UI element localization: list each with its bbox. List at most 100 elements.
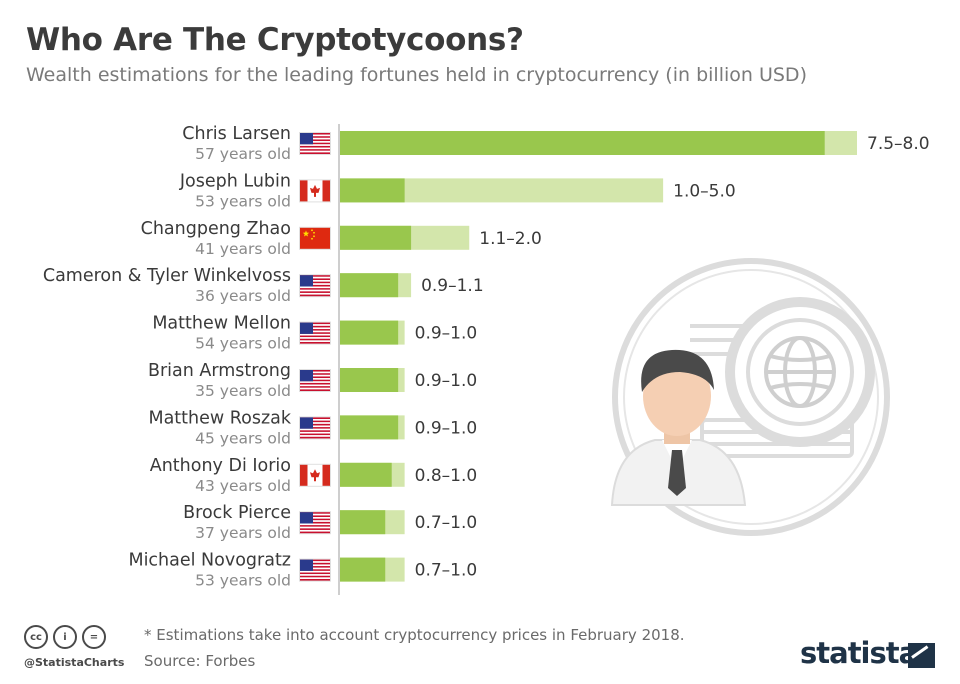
flag-stripe <box>300 330 330 333</box>
flag-stripe <box>300 430 330 432</box>
chart-title: Who Are The Cryptotycoons? <box>26 22 524 58</box>
flag-stripe <box>300 523 330 526</box>
flag-stripe <box>300 337 330 339</box>
flag-us-icon <box>299 416 331 440</box>
flag-stripe <box>300 561 330 563</box>
flag-stripe <box>300 374 330 377</box>
flag-stripe <box>300 278 330 281</box>
flag-stripe <box>300 286 330 289</box>
age-label: 53 years old <box>195 572 291 590</box>
flag-stripe <box>300 292 330 295</box>
flag-stripe <box>300 145 330 148</box>
flag-stripe <box>300 142 330 145</box>
flag-us-icon <box>299 511 331 535</box>
flag-stripe <box>300 281 330 284</box>
flag-stripe <box>300 384 330 387</box>
flag-stripe <box>300 562 330 565</box>
flag-stripe <box>300 283 330 285</box>
flag-stripe <box>300 435 330 437</box>
age-label: 41 years old <box>195 240 291 258</box>
flag-stripe <box>300 294 330 297</box>
flag-stripe <box>300 417 330 420</box>
flag-stripe <box>300 566 330 568</box>
license-icons: cc i = <box>24 625 106 649</box>
flag-stripe <box>300 381 330 383</box>
source-note: Source: Forbes <box>144 652 256 670</box>
category-label: Anthony Di Iorio <box>150 456 291 476</box>
age-label: 57 years old <box>195 145 291 163</box>
statista-logo[interactable]: statista <box>800 636 918 670</box>
flag-canton <box>300 133 313 145</box>
flag-small-star-icon <box>313 231 315 234</box>
data-label: 0.7–1.0 <box>415 561 478 581</box>
flag-stripe <box>300 276 330 279</box>
data-label: 1.0–5.0 <box>673 181 736 201</box>
flag-stripe <box>300 333 330 336</box>
flag-stripe <box>300 569 330 571</box>
flag-stripe <box>300 577 330 579</box>
flag-stripe <box>300 528 330 530</box>
flag-canton <box>300 275 313 287</box>
flag-stripe <box>300 324 330 326</box>
flag-stripe <box>300 341 330 344</box>
age-label: 36 years old <box>195 287 291 305</box>
flag-us-icon <box>299 369 331 392</box>
flag-stripe <box>300 376 330 379</box>
flag-band-right <box>322 464 330 486</box>
category-label: Matthew Mellon <box>152 314 291 334</box>
flag-stripe <box>300 422 330 424</box>
flag-stripe <box>300 515 330 518</box>
age-label: 43 years old <box>195 477 291 495</box>
flag-stripe <box>300 371 330 374</box>
flag-stripe <box>300 512 330 514</box>
twitter-handle: @StatistaCharts <box>24 656 125 669</box>
flag-stripe <box>300 152 330 154</box>
category-label: Chris Larsen <box>182 124 291 144</box>
flag-band-right <box>322 180 330 202</box>
flag-stripe <box>300 513 330 516</box>
flag-ca-icon <box>299 179 331 203</box>
flag-stripe <box>300 338 330 341</box>
flag-stripe <box>300 525 330 527</box>
data-label: 0.9–1.0 <box>415 324 478 344</box>
data-label: 0.9–1.0 <box>415 418 478 438</box>
flag-stripe <box>300 325 330 328</box>
category-label: Changpeng Zhao <box>141 219 291 239</box>
flag-stripe <box>300 431 330 434</box>
flag-ca-icon <box>299 463 331 487</box>
flag-us-icon <box>299 132 331 155</box>
flag-stripe <box>300 144 330 146</box>
flag-stripe <box>300 520 330 522</box>
age-label: 54 years old <box>195 335 291 353</box>
bar-low <box>340 557 386 582</box>
category-label: Brock Pierce <box>183 503 291 523</box>
flag-stripe <box>300 518 330 521</box>
age-label: 37 years old <box>195 524 291 542</box>
bar-low <box>340 320 399 345</box>
bar-low <box>340 178 405 203</box>
flag-us-icon <box>299 274 331 298</box>
flag-stripe <box>300 378 330 380</box>
bar-low <box>340 131 825 155</box>
flag-stripe <box>300 322 330 325</box>
statista-logo-mark-icon <box>908 643 935 668</box>
bar-low <box>340 273 399 298</box>
crypto-tycoon-illustration-icon <box>610 258 890 536</box>
bar-low <box>340 510 386 535</box>
flag-stripe <box>300 149 330 151</box>
flag-band-left <box>300 180 308 202</box>
flag-cn-icon <box>299 226 331 250</box>
no-derivatives-icon: = <box>82 625 106 649</box>
flag-stripe <box>300 387 330 390</box>
age-label: 53 years old <box>195 192 291 210</box>
footnote: * Estimations take into account cryptocu… <box>144 626 685 644</box>
flag-stripe <box>300 373 330 375</box>
flag-stripe <box>300 133 330 135</box>
flag-stripe <box>300 332 330 334</box>
flag-stripe <box>300 288 330 290</box>
flag-stripe <box>300 526 330 529</box>
flag-stripe <box>300 423 330 426</box>
